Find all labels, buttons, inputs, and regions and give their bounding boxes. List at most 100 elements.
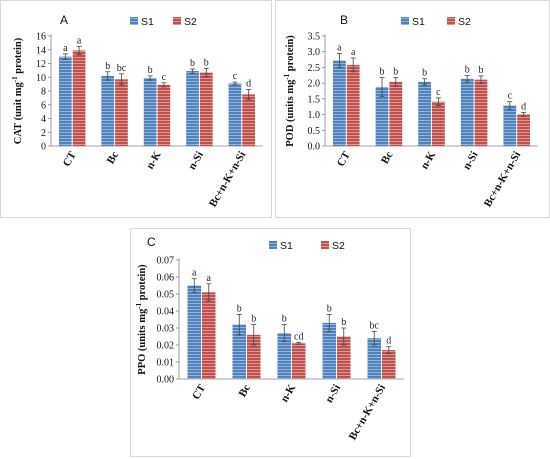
y-tick-label: 1.0 [308, 110, 321, 121]
category-label: CT [61, 149, 79, 169]
y-tick-label: 16 [36, 32, 46, 43]
significance-letter: bc [370, 320, 380, 331]
bar-s2-1 [115, 79, 128, 146]
significance-letter: d [386, 336, 391, 347]
legend-swatch-s2 [447, 17, 455, 25]
bar-s1-4 [228, 83, 242, 146]
category-label: n-Si [323, 383, 343, 405]
y-tick-label: 6 [41, 100, 46, 111]
category-label: Bc [237, 382, 254, 399]
bar-s1-3 [186, 71, 199, 146]
y-tick-label: 0.06 [157, 273, 175, 284]
ppo-chart-svg: C S1 S2 PPO (units mg-1 protein) 0.00 0.01 0.0… [135, 235, 404, 443]
bar-s1-1 [232, 324, 246, 379]
significance-letter: b [204, 57, 209, 68]
significance-letter: b [327, 303, 332, 314]
y-tick-label: 0.02 [157, 341, 175, 352]
bar-s2-3 [337, 336, 351, 379]
significance-letter: a [77, 35, 82, 46]
significance-letter: b [393, 66, 398, 77]
cat-chart-svg: A S1 S2 CAT (unit mg-1 protein) 0 2 4 6 8 10 12 14 1… [11, 13, 263, 209]
category-label: CT [335, 149, 353, 169]
significance-letter: b [237, 303, 242, 314]
panel-b-chart: B S1 S2 POD (units mg-1 protein) 0.0 0.5 1.0 1.… [275, 0, 550, 218]
category-label: Bc [379, 149, 396, 166]
category-label: CT [190, 382, 208, 402]
bar-s2-4 [242, 94, 256, 146]
significance-letter: c [508, 91, 513, 102]
y-tick-label: 0.01 [157, 358, 175, 369]
y-tick-label: 0.5 [308, 126, 321, 137]
significance-letter: b [190, 58, 195, 69]
legend-label-s2: S2 [184, 16, 197, 28]
category-label: n-K [144, 149, 164, 171]
legend-label-s2: S2 [332, 240, 345, 252]
pod-chart-svg: B S1 S2 POD (units mg-1 protein) 0.0 0.5 1.0 1.… [283, 13, 538, 210]
category-label: Bc+n-K+n-Si [347, 383, 388, 443]
bar-s1-0 [333, 60, 346, 147]
bar-s1-0 [58, 56, 72, 146]
y-tick-label: 2.5 [308, 63, 321, 74]
category-label: n-Si [461, 150, 481, 172]
y-tick-label: 2.0 [308, 79, 321, 90]
bar-s2-1 [247, 334, 261, 379]
legend-swatch-s1 [130, 17, 138, 25]
legend-label-s1: S1 [280, 240, 293, 252]
y-tick-label: 0.0 [308, 142, 321, 153]
y-tick-label: 2 [41, 128, 46, 139]
bar-s2-0 [72, 50, 86, 146]
panel-label: B [340, 13, 348, 27]
significance-letter: cd [294, 331, 303, 342]
category-label: Bc+n-K+n-Si [482, 150, 523, 210]
significance-letter: b [105, 61, 110, 72]
significance-letter: b [465, 65, 470, 76]
y-axis-label: POD (units mg-1 protein) [283, 35, 296, 147]
panel-label: A [60, 13, 68, 27]
legend-swatch-s2 [173, 17, 181, 25]
legend-label-s1: S1 [412, 16, 425, 28]
bar-s2-0 [346, 64, 360, 146]
bar-s1-3 [322, 322, 336, 379]
bar-s1-1 [101, 75, 115, 146]
panel-c-chart: C S1 S2 PPO (units mg-1 protein) 0.00 0.01 0.0… [130, 228, 411, 457]
bar-s2-3 [199, 72, 213, 146]
y-tick-label: 4 [41, 114, 46, 125]
significance-letter: c [162, 72, 167, 83]
significance-letter: a [351, 47, 356, 58]
significance-letter: b [380, 66, 385, 77]
significance-letter: b [251, 314, 256, 325]
significance-letter: b [422, 68, 427, 79]
legend-label-s2: S2 [458, 16, 471, 28]
y-tick-label: 3.5 [308, 32, 321, 43]
category-label: n-K [279, 382, 299, 404]
significance-letter: a [207, 273, 212, 284]
y-tick-label: 0.04 [157, 307, 175, 318]
y-tick-label: 8 [41, 87, 46, 98]
bar-s2-1 [389, 81, 403, 146]
bar-s2-4 [517, 114, 530, 146]
legend-swatch-s2 [321, 241, 329, 249]
significance-letter: c [436, 87, 441, 98]
significance-letter: d [521, 101, 526, 112]
bar-s1-0 [187, 285, 201, 379]
bar-s1-3 [460, 78, 474, 146]
y-tick-label: 12 [36, 59, 46, 70]
category-label: n-K [419, 149, 439, 171]
significance-letter: b [478, 65, 483, 76]
y-axis-label: CAT (unit mg-1 protein) [11, 37, 24, 144]
legend-label-s1: S1 [141, 16, 154, 28]
bar-s1-4 [503, 105, 517, 146]
y-tick-label: 0 [41, 142, 46, 153]
panel-label: C [147, 235, 156, 249]
significance-letter: a [337, 43, 342, 54]
category-label: Bc+n-K+n-Si [207, 149, 248, 209]
y-tick-label: 10 [36, 73, 46, 84]
bar-s2-2 [157, 84, 171, 146]
y-tick-label: 3.0 [308, 47, 321, 58]
bar-s1-2 [277, 333, 291, 379]
legend-swatch-s1 [269, 241, 277, 249]
panel-a-chart: A S1 S2 CAT (unit mg-1 protein) 0 2 4 6 8 10 12 14 1… [0, 0, 272, 218]
category-label: Bc [105, 149, 122, 166]
y-axis-label: PPO (units mg-1 protein) [135, 264, 148, 375]
category-label: n-Si [186, 150, 206, 172]
